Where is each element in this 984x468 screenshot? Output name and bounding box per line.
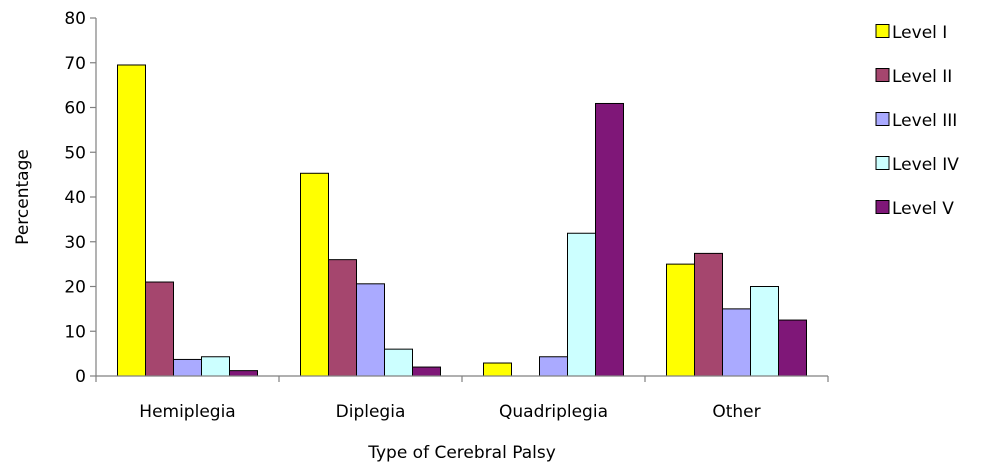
legend-label-level-iii: Level III (892, 111, 957, 131)
bar-level-ii-diplegia (328, 259, 357, 377)
y-tick-label: 10 (64, 322, 86, 342)
y-tick-label: 30 (64, 233, 86, 253)
bar-level-iii-quadriplegia (539, 356, 568, 377)
legend: Level I Level II Level III Level IV Level V (875, 23, 959, 219)
y-tick-label: 20 (64, 278, 86, 298)
legend-swatch-level-ii (875, 68, 890, 82)
bar-level-i-other (666, 263, 695, 377)
category-label: Other (712, 402, 760, 422)
category-label: Hemiplegia (139, 402, 235, 422)
legend-swatch-level-v (875, 200, 890, 214)
y-tick-label: 60 (64, 99, 86, 119)
y-axis-ticks: 0 10 20 30 40 50 60 70 80 (64, 9, 96, 387)
legend-label-level-i: Level I (892, 23, 947, 43)
bar-level-v-quadriplegia (595, 102, 624, 377)
bar-level-iii-hemiplegia (173, 358, 202, 377)
bar-level-ii-other (694, 252, 723, 377)
bar-level-v-diplegia (412, 366, 441, 377)
bar-level-iv-diplegia (384, 348, 413, 377)
category-labels: Hemiplegia Diplegia Quadriplegia Other (139, 402, 760, 422)
legend-label-level-iv: Level IV (892, 155, 959, 175)
y-tick-label: 0 (75, 367, 86, 387)
legend-swatch-level-iv (875, 156, 890, 170)
legend-label-level-ii: Level II (892, 67, 952, 87)
bar-level-iii-diplegia (356, 283, 385, 377)
bar-level-iv-other (750, 286, 779, 377)
bar-level-v-other (778, 319, 807, 377)
legend-swatch-level-i (875, 24, 890, 38)
bar-level-ii-hemiplegia (145, 281, 174, 377)
bar-level-iii-other (722, 308, 751, 377)
x-axis-ticks (95, 376, 829, 382)
bar-level-i-hemiplegia (117, 64, 146, 377)
bar-level-iv-quadriplegia (567, 232, 596, 377)
category-label: Diplegia (336, 402, 406, 422)
y-tick-label: 50 (64, 143, 86, 163)
category-label: Quadriplegia (499, 402, 608, 422)
legend-label-level-v: Level V (892, 199, 954, 219)
x-axis-title: Type of Cerebral Palsy (367, 443, 556, 463)
bar-level-i-quadriplegia (483, 362, 512, 377)
y-tick-label: 40 (64, 188, 86, 208)
bar-level-i-diplegia (300, 172, 329, 377)
y-tick-label: 80 (64, 9, 86, 29)
bar-level-v-hemiplegia (229, 370, 258, 377)
bar-level-iv-hemiplegia (201, 356, 230, 377)
y-axis-title: Percentage (13, 149, 33, 245)
legend-swatch-level-iii (875, 112, 890, 126)
bars (117, 64, 807, 377)
y-tick-label: 70 (64, 54, 86, 74)
